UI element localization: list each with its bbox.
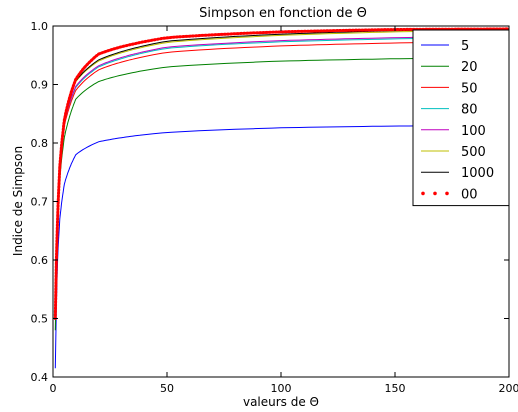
legend-label-5: 5 <box>461 39 469 54</box>
y-tick-label: 0.6 <box>31 254 49 267</box>
y-tick-label: 0.9 <box>31 79 49 92</box>
y-tick-label: 1.0 <box>31 20 49 33</box>
legend-label-50: 50 <box>461 81 478 96</box>
y-tick-label: 0.7 <box>31 196 49 209</box>
legend-label-500: 500 <box>461 145 486 160</box>
y-axis-label: Indice de Simpson <box>11 146 25 256</box>
y-tick-label: 0.5 <box>31 313 49 326</box>
legend-marker-00 <box>445 191 449 196</box>
y-tick-label: 0.8 <box>31 137 49 150</box>
legend-marker-00 <box>421 191 425 196</box>
y-tick-label: 0.4 <box>31 371 49 384</box>
legend: 5 20 50 80 100 500 1000 00 <box>412 29 510 207</box>
legend-label-00: 00 <box>461 187 478 202</box>
plot-lines <box>53 27 509 369</box>
series-line-20 <box>54 57 509 331</box>
legend-frame <box>412 29 510 207</box>
legend-marker-00 <box>433 191 437 196</box>
legend-label-80: 80 <box>461 103 478 118</box>
series-line-5 <box>54 125 509 369</box>
legend-label-100: 100 <box>461 124 486 139</box>
x-tick-label: 0 <box>50 382 57 395</box>
x-tick-label: 50 <box>160 382 174 395</box>
legend-label-20: 20 <box>461 60 478 75</box>
chart-title: Simpson en fonction de Θ <box>199 6 367 21</box>
axis-ticks: 0 50 100 150 200 0.4 0.5 0.6 0.7 0.8 0.9 1.0 <box>31 20 518 395</box>
series-line-00 <box>53 27 509 320</box>
x-tick-label: 200 <box>499 382 518 395</box>
x-tick-label: 100 <box>271 382 292 395</box>
legend-label-1000: 1000 <box>461 166 494 181</box>
x-axis-label: valeurs de Θ <box>243 395 319 409</box>
x-tick-label: 150 <box>385 382 406 395</box>
